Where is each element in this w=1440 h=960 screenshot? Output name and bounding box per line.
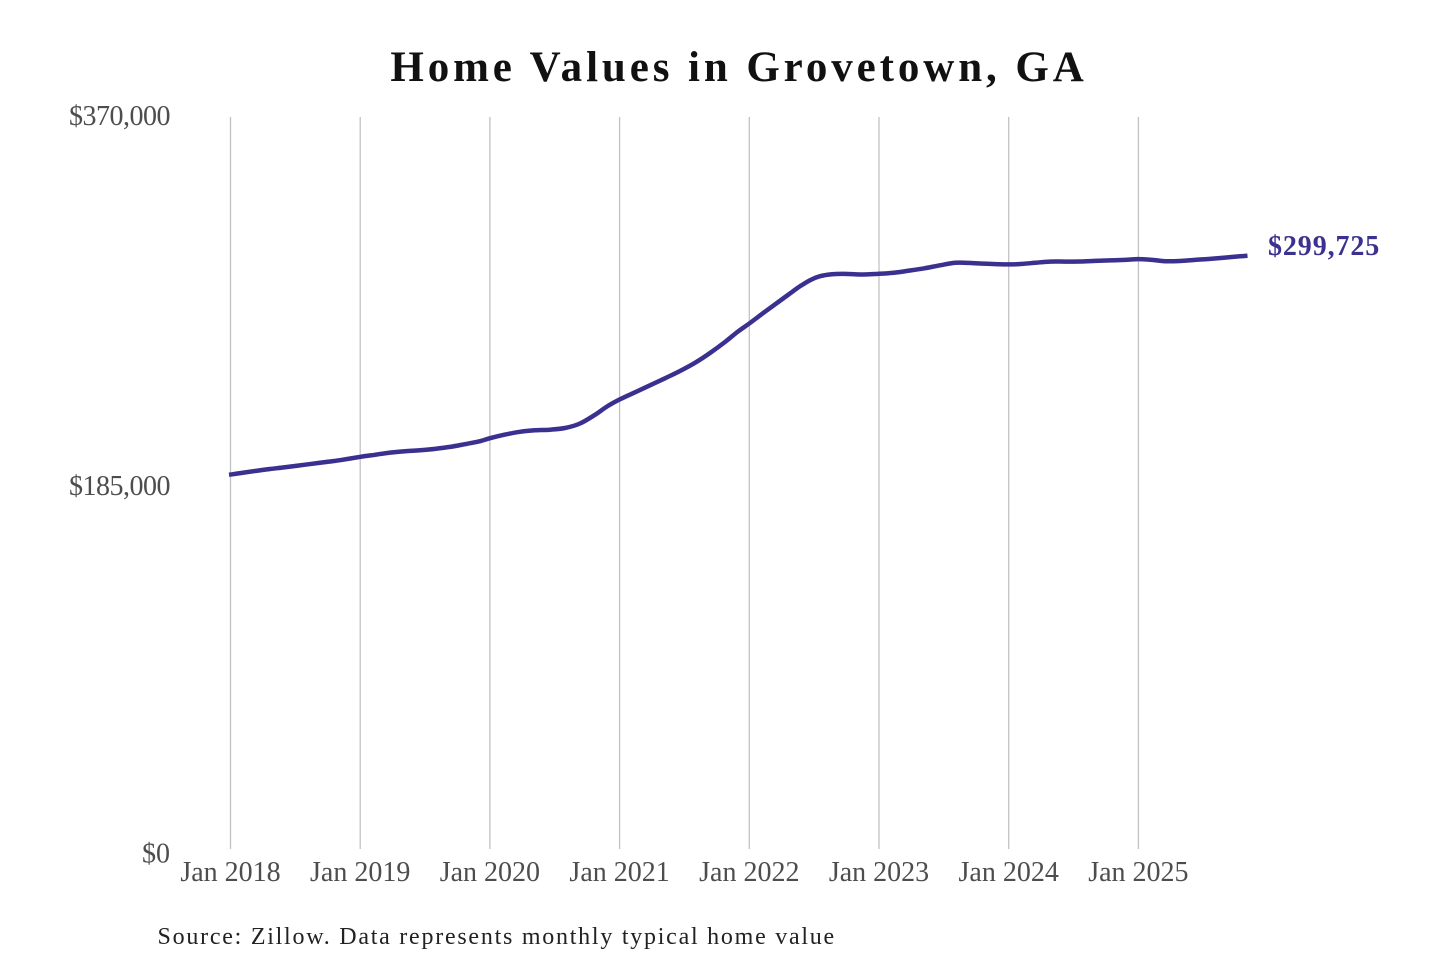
svg-text:Jan 2018: Jan 2018 — [180, 857, 280, 888]
svg-text:Jan 2024: Jan 2024 — [959, 857, 1059, 888]
svg-text:$185,000: $185,000 — [69, 471, 170, 502]
svg-text:$370,000: $370,000 — [69, 101, 170, 132]
svg-text:$299,725: $299,725 — [1268, 231, 1380, 262]
svg-text:Jan 2021: Jan 2021 — [569, 857, 669, 888]
svg-text:Jan 2020: Jan 2020 — [440, 857, 540, 888]
svg-text:Jan 2023: Jan 2023 — [829, 857, 929, 888]
svg-text:Jan 2025: Jan 2025 — [1088, 857, 1188, 888]
svg-text:Home Values in Grovetown, GA: Home Values in Grovetown, GA — [390, 44, 1087, 91]
svg-text:$0: $0 — [142, 839, 170, 870]
svg-text:Source: Zillow. Data represent: Source: Zillow. Data represents monthly … — [158, 924, 836, 950]
svg-text:Jan 2022: Jan 2022 — [699, 857, 799, 888]
svg-text:Jan 2019: Jan 2019 — [310, 857, 410, 888]
